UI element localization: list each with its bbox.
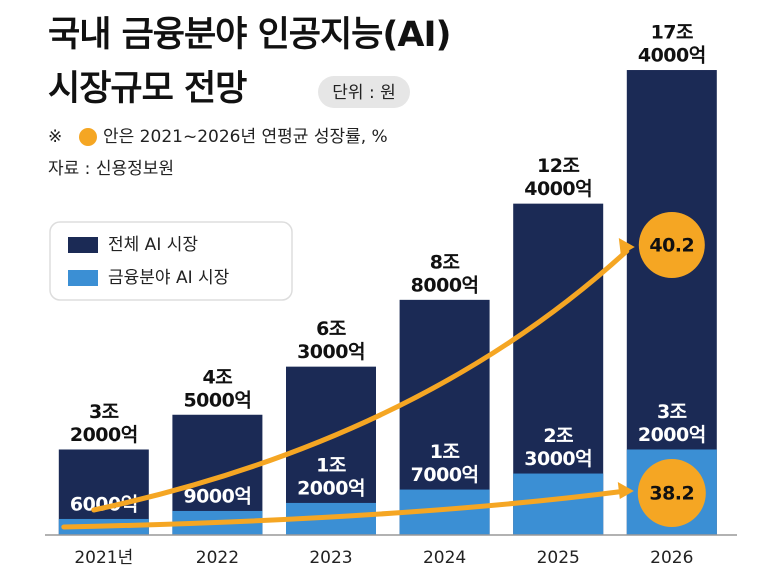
value-label: 1조 <box>430 441 460 463</box>
value-label: 3000억 <box>297 341 365 363</box>
value-label: 4000억 <box>638 45 706 67</box>
value-label: 3000억 <box>524 448 592 470</box>
value-label: 7000억 <box>411 464 479 486</box>
value-label: 17조 <box>651 22 693 44</box>
value-label: 2000억 <box>638 424 706 446</box>
value-label: 3조 <box>657 401 687 423</box>
legend-swatch <box>68 270 98 286</box>
x-tick-label: 2026 <box>650 548 693 568</box>
note-prefix: ※ <box>48 127 62 147</box>
x-tick-label: 2023 <box>309 548 352 568</box>
legend-swatch <box>68 237 98 253</box>
chart-title: 시장규모 전망 <box>48 69 247 109</box>
value-label: 8000억 <box>411 274 479 296</box>
value-label: 8조 <box>430 251 460 273</box>
growth-arrow <box>91 248 630 513</box>
value-label: 5000억 <box>183 389 251 411</box>
legend-box <box>49 221 293 301</box>
growth-rate: 38.2 <box>649 483 694 505</box>
value-label: 2000억 <box>70 424 138 446</box>
note-icon <box>79 128 97 146</box>
value-label: 4000억 <box>524 178 592 200</box>
legend-label: 전체 AI 시장 <box>108 235 198 255</box>
x-tick-label: 2021년 <box>74 548 133 568</box>
source: 자료 : 신용정보원 <box>48 159 174 179</box>
value-label: 6000억 <box>70 493 138 515</box>
value-label: 6조 <box>316 318 346 340</box>
value-label: 9000억 <box>183 485 251 507</box>
growth-arrowhead <box>618 238 635 255</box>
growth-rate: 40.2 <box>649 235 694 257</box>
x-tick-label: 2022 <box>196 548 239 568</box>
note: 안은 2021~2026년 연평균 성장률, % <box>103 127 388 147</box>
unit-badge-bg <box>318 76 410 108</box>
value-label: 1조 <box>316 454 346 476</box>
chart-title: 국내 금융분야 인공지능(AI) <box>48 15 450 55</box>
value-label: 2000억 <box>297 477 365 499</box>
growth-arrowhead <box>617 482 634 499</box>
unit-badge: 단위 : 원 <box>332 83 395 103</box>
x-tick-label: 2025 <box>537 548 580 568</box>
x-tick-label: 2024 <box>423 548 466 568</box>
growth-circle <box>638 212 705 278</box>
value-label: 12조 <box>537 155 579 177</box>
value-label: 4조 <box>203 366 233 388</box>
growth-circle <box>637 459 706 527</box>
legend-label: 금융분야 AI 시장 <box>108 268 230 288</box>
value-label: 3조 <box>89 401 119 423</box>
value-label: 2조 <box>543 425 573 447</box>
growth-arrow <box>61 488 629 530</box>
